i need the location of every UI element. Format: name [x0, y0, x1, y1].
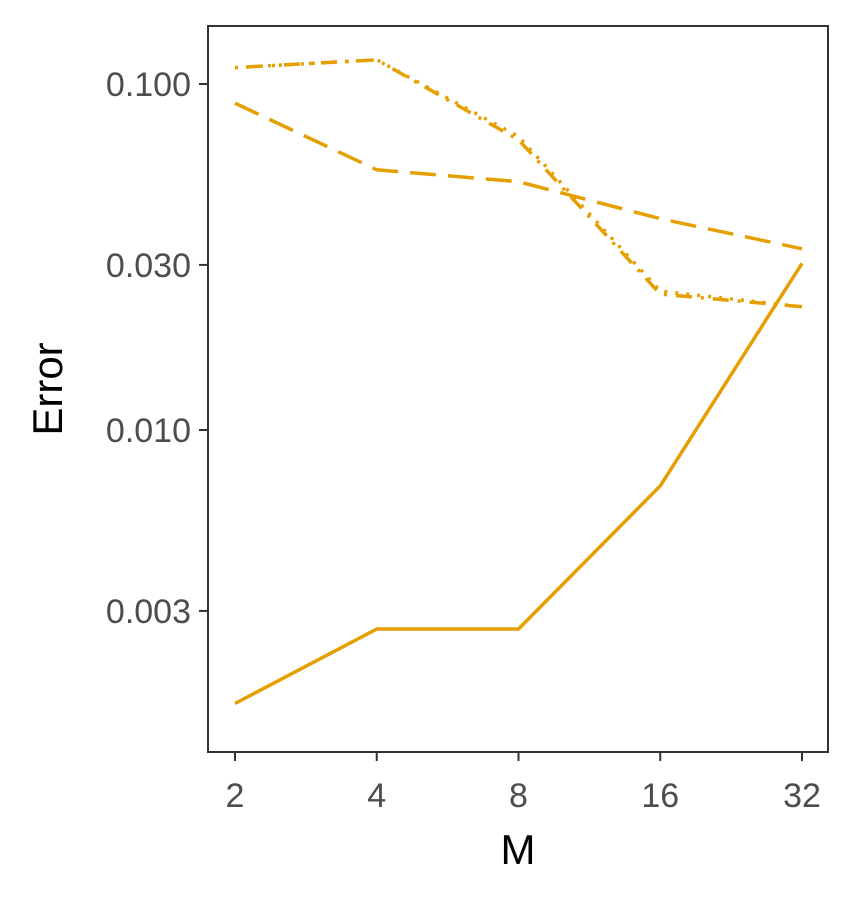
- x-tick-label: 16: [641, 777, 679, 815]
- x-tick-label: 8: [509, 777, 528, 815]
- y-tick-label: 0.030: [106, 247, 191, 285]
- series-layer: [234, 58, 804, 706]
- plot-panel: [207, 25, 829, 753]
- x-axis-title: M: [501, 826, 536, 873]
- series-line-dotdash: [234, 58, 803, 309]
- y-axis-title: Error: [24, 342, 71, 435]
- x-tick-label: 2: [226, 777, 245, 815]
- series-line-solid: [234, 262, 804, 706]
- series-line-dashed: [234, 101, 803, 251]
- y-tick-label: 0.010: [106, 412, 191, 450]
- axes-layer: 2 4 8 16 32 0.003 0.010 0.030 0.100: [106, 66, 821, 815]
- y-tick-label: 0.100: [106, 66, 191, 104]
- x-tick-label: 4: [367, 777, 386, 815]
- x-tick-label: 32: [783, 777, 821, 815]
- series-line-dotted: [234, 58, 803, 309]
- y-tick-label: 0.003: [106, 593, 191, 631]
